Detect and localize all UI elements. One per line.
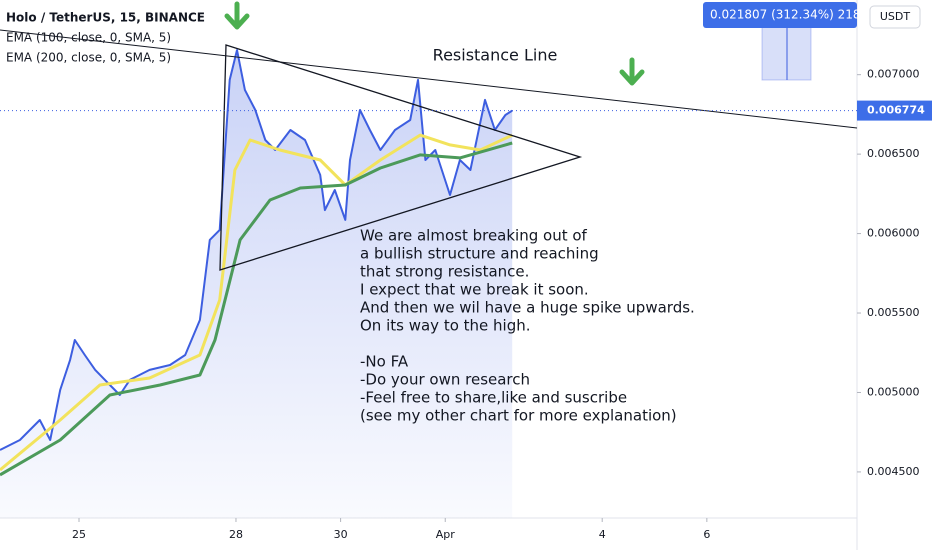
last-price-bg: [857, 100, 932, 121]
x-tick-label: 4: [599, 528, 606, 541]
note-line: On its way to the high.: [360, 317, 531, 335]
y-tick-label: 0.004500: [867, 465, 920, 478]
resistance-label: Resistance Line: [433, 46, 558, 65]
y-tick-label: 0.005000: [867, 385, 920, 398]
ema-line: [0, 133, 513, 472]
x-tick-label: Apr: [436, 528, 456, 541]
x-tick-label: 6: [703, 528, 710, 541]
ema-line: [0, 141, 513, 477]
last-price-label: 0.006774: [867, 104, 925, 117]
measure-label: 0.021807 (312.34%) 2180: [710, 8, 868, 22]
note: We are almost breaking out ofa bullish s…: [360, 227, 695, 425]
note-line: -No FA: [360, 353, 409, 371]
currency: USDT: [880, 10, 911, 23]
arrow-down: [619, 57, 645, 86]
y-tick-label: 0.006000: [867, 227, 920, 240]
x-tick-label: 28: [229, 528, 243, 541]
note-line: We are almost breaking out of: [360, 227, 588, 245]
y-tick-label: 0.007000: [867, 68, 920, 81]
measure-label-bg: [703, 2, 857, 28]
note-line: I expect that we break it soon.: [360, 281, 589, 299]
resistance-line: [0, 29, 858, 129]
legend-entry: EMA (100, close, 0, SMA, 5): [6, 31, 171, 45]
note-line: -Feel free to share,like and suscribe: [360, 389, 627, 407]
note-line: And then we wil have a huge spike upward…: [360, 299, 695, 317]
x-tick-label: 30: [334, 528, 348, 541]
axes: 0.004500 0.005000 0.005500 0.006000 0.006500…: [0, 68, 932, 541]
note-line: -Do your own research: [360, 371, 530, 389]
legend-title: Holo / TetherUS, 15, BINANCE: [6, 11, 205, 25]
note-line: that strong resistance.: [360, 263, 529, 281]
x-tick-label: 25: [72, 528, 86, 541]
note-line: (see my other chart for more explanation…: [360, 407, 677, 425]
y-tick-label: 0.006500: [867, 147, 920, 160]
currency-box[interactable]: [869, 5, 921, 29]
arrow-down: [224, 1, 250, 30]
triangle: [219, 44, 583, 271]
legend-entry: EMA (200, close, 0, SMA, 5): [6, 51, 171, 65]
plot-area: [0, 49, 513, 518]
note-line: a bullish structure and reaching: [360, 245, 599, 263]
y-tick-label: 0.005500: [867, 306, 920, 319]
